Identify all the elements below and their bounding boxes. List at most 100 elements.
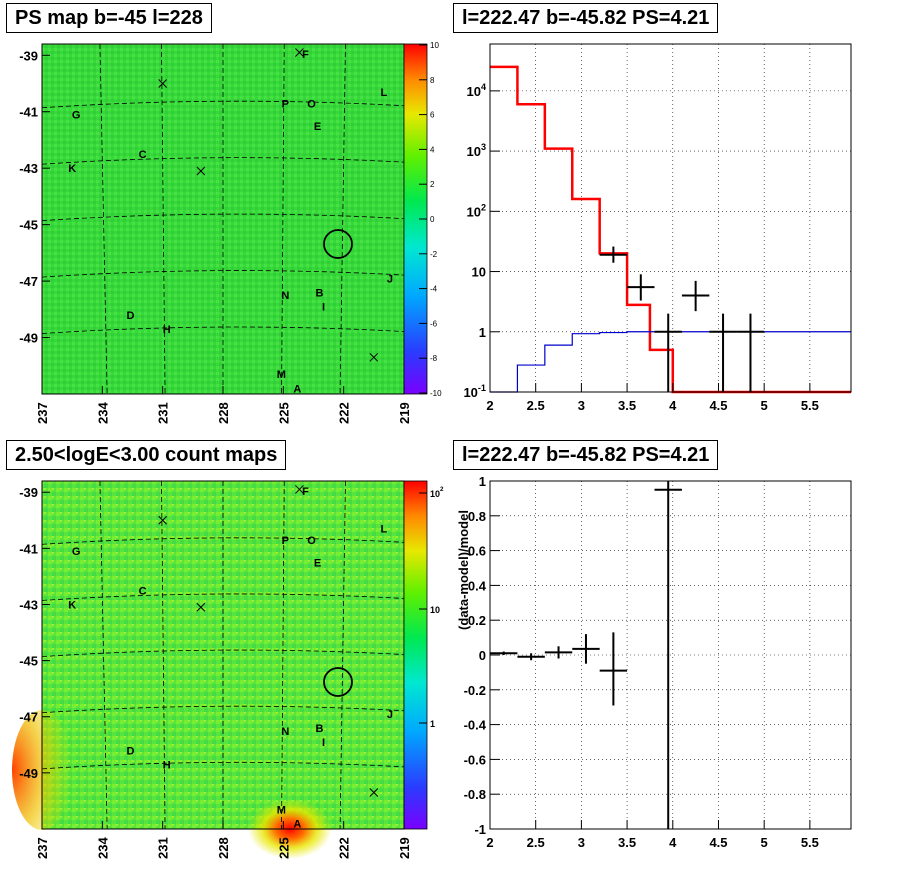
meridian-line <box>281 43 285 395</box>
data-point <box>654 313 682 392</box>
colorbar-tick-label: 102 <box>430 486 444 499</box>
x-tick-label: 231 <box>156 402 171 424</box>
source-label: M <box>277 369 286 381</box>
cross-marker <box>196 166 206 176</box>
residual-data-points <box>490 481 682 829</box>
y-tick-label: -41 <box>19 105 38 120</box>
count-map-title: 2.50<logE<3.00 count maps <box>6 440 287 470</box>
ps-map-grid <box>41 43 405 395</box>
x-tick-label: 5.5 <box>801 835 819 850</box>
cross-marker <box>158 515 168 525</box>
colorbar-tick-label: -6 <box>430 319 438 328</box>
colorbar-tick-label: -4 <box>430 285 438 294</box>
meridian-line <box>339 43 346 395</box>
x-tick-label: 234 <box>95 402 110 424</box>
y-tick-label: 0.6 <box>468 544 486 559</box>
spectrum-title: l=222.47 b=-45.82 PS=4.21 <box>453 3 719 33</box>
colorbar-tick-label: 2 <box>430 180 435 189</box>
colorbar-tick-label: -8 <box>430 354 438 363</box>
cross-marker <box>369 788 379 797</box>
x-tick-label: 5.5 <box>801 398 819 413</box>
background-model-line <box>490 331 851 393</box>
ps-map-source-labels: F L P O G E C K J N BI D H MA <box>68 48 393 395</box>
y-tick-label: -1 <box>474 822 486 837</box>
residual-point <box>544 646 573 659</box>
spectrum-axes: 2 2.5 3 3.5 4 4.5 5 5.5 10-1 1 10 102 103 104 <box>463 82 818 413</box>
ps-map-title: PS map b=-45 l=228 <box>6 3 212 33</box>
source-label: L <box>381 524 388 536</box>
model-total-line <box>490 65 851 394</box>
source-label: N <box>281 726 289 738</box>
residual-point <box>599 632 628 706</box>
spectrum-frame <box>489 43 852 393</box>
cross-marker <box>196 602 206 612</box>
count-map-grid <box>41 480 405 830</box>
x-tick-label: 2 <box>486 398 493 413</box>
x-tick-label: 225 <box>276 837 291 859</box>
y-tick-label: -41 <box>19 541 38 556</box>
source-label: F <box>302 49 309 61</box>
data-point <box>736 313 765 392</box>
colorbar-tick-label: -10 <box>430 389 442 398</box>
count-map-source-labels: F L P O G E C K J N BI D H MA <box>68 485 393 830</box>
x-tick-label: 225 <box>276 402 291 424</box>
colorbar-tick-label: 10 <box>430 605 440 615</box>
count-map-axes: 237 234 231 228 225 222 219 -39 -41 -43 -45 -47 -49 <box>19 485 412 859</box>
x-tick-label: 228 <box>216 402 231 424</box>
source-label: E <box>314 557 321 569</box>
x-tick-label: 222 <box>337 837 352 859</box>
source-label: B <box>316 287 324 299</box>
x-tick-label: 2.5 <box>527 398 545 413</box>
cross-marker <box>295 485 304 494</box>
spectrum-panel: 2 2.5 3 3.5 4 4.5 5 5.5 10-1 1 10 102 103 104 <box>463 43 852 413</box>
source-label: O <box>307 535 316 547</box>
source-label: G <box>72 110 81 122</box>
parallel-line <box>41 270 405 278</box>
x-tick-label: 3 <box>578 398 585 413</box>
source-label: C <box>139 585 147 597</box>
y-tick-label: 1 <box>479 474 486 489</box>
x-tick-label: 228 <box>216 837 231 859</box>
colorbar-tick-label: 6 <box>430 111 435 120</box>
residual-axes: 2 2.5 3 3.5 4 4.5 5 5.5 1 0.8 0.6 0.4 0.2 0 -0.2 -0.4 -0… <box>464 474 819 850</box>
x-tick-label: 219 <box>397 837 412 859</box>
source-label: F <box>302 486 309 498</box>
y-tick-label: -47 <box>19 274 38 289</box>
source-label: K <box>68 599 76 611</box>
ps-map-axes: 237 234 231 228 225 222 219 -39 -41 -43 -45 -47 -49 <box>19 48 412 424</box>
cross-marker <box>158 79 168 88</box>
spectrum-grid <box>489 44 851 393</box>
meridian-line <box>99 480 108 830</box>
source-label: J <box>387 273 393 285</box>
colorbar-tick-label: 4 <box>430 145 435 154</box>
spectrum-data-points <box>599 246 765 392</box>
count-map-candidate-circle <box>323 667 353 697</box>
y-tick-label: 1 <box>479 325 486 340</box>
residual-ylabel: (data-model)/model <box>456 510 471 630</box>
x-tick-label: 4 <box>669 398 677 413</box>
colorbar-tick-label: 8 <box>430 76 435 85</box>
source-label: M <box>277 804 286 816</box>
data-point <box>599 246 628 263</box>
source-label: P <box>282 98 289 110</box>
y-tick-label: 102 <box>466 202 486 219</box>
x-tick-label: 219 <box>397 402 412 424</box>
parallel-line <box>41 326 405 334</box>
parallel-line <box>41 213 405 222</box>
residual-panel: 2 2.5 3 3.5 4 4.5 5 5.5 1 0.8 0.6 0.4 0.2 0 -0.2 -0.4 -0… <box>456 474 852 850</box>
y-tick-label: -0.2 <box>464 683 486 698</box>
colorbar-tick-label: -2 <box>430 250 438 259</box>
parallel-line <box>41 537 405 545</box>
colorbar-tick-label: 0 <box>430 215 435 224</box>
meridian-line <box>281 480 285 830</box>
source-label: I <box>322 302 325 314</box>
x-tick-label: 5 <box>761 835 768 850</box>
parallel-line <box>41 649 405 658</box>
parallel-line <box>41 761 405 770</box>
parallel-line <box>41 100 405 109</box>
source-label: C <box>139 149 147 161</box>
residual-point <box>517 653 545 661</box>
x-tick-label: 237 <box>35 402 50 424</box>
x-tick-label: 222 <box>337 402 352 424</box>
parallel-line <box>41 705 405 714</box>
